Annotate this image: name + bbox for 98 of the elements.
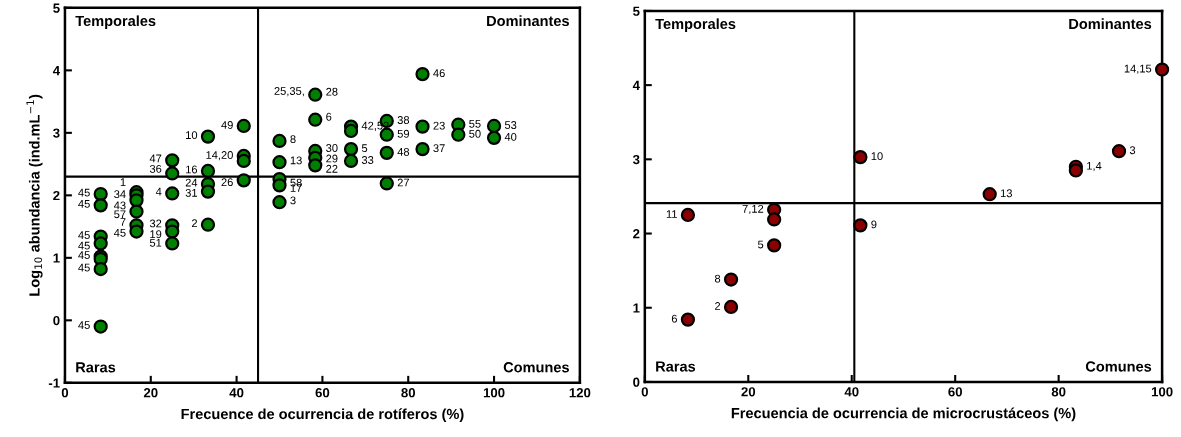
annotation: 45 [78, 188, 90, 197]
x-tick-label: 100 [1151, 387, 1173, 397]
annotation: 53 [504, 121, 517, 129]
annotation: 2 [191, 219, 197, 228]
annotation: 4 [155, 187, 162, 196]
annotation: 45 [78, 200, 90, 208]
annotation: 10 [871, 152, 883, 161]
annotation: 55 [469, 119, 481, 128]
annotation: 31 [185, 188, 198, 197]
x-tick-label: 40 [229, 388, 244, 398]
annotation: 57 [114, 210, 126, 219]
annotation: 19 [150, 230, 162, 239]
annotation: 43 [113, 201, 126, 210]
annotation: 34 [114, 190, 126, 199]
annotation: 28 [326, 87, 338, 96]
x-tick-label: 80 [1051, 387, 1066, 397]
x-tick-label: 120 [569, 388, 591, 398]
annotation: 1 [120, 178, 126, 186]
annotation: 32 [149, 219, 162, 228]
x-tick-label: 60 [315, 388, 330, 398]
annotation: 8 [714, 274, 721, 283]
annotation: 9 [871, 220, 877, 229]
x-tick-label: 0 [641, 387, 648, 397]
x-axis-title: Frecuencia de ocurrencia de microcrustáceos (%) [731, 407, 1076, 422]
annotation: 6 [326, 112, 332, 121]
annotation: 14,15 [1124, 64, 1152, 74]
annotation: 45 [113, 228, 126, 237]
annotation: 22 [326, 164, 338, 173]
annotation: 37 [433, 144, 445, 153]
annotation: 40 [504, 132, 517, 141]
annotation: 7 [120, 218, 126, 226]
annotation: 38 [397, 116, 410, 124]
annotation: 5 [361, 144, 368, 153]
annotation: Comunes [503, 362, 569, 373]
annotation: Raras [76, 362, 116, 373]
x-tick-label: 20 [741, 387, 756, 397]
y-tick-label: 2 [53, 190, 60, 201]
x-tick-label: 100 [483, 388, 505, 398]
annotation: 51 [149, 238, 162, 247]
annotation: 50 [469, 129, 481, 138]
y-tick-label: -1 [48, 378, 60, 388]
annotation: 11 [666, 210, 677, 218]
y-tick-label: 4 [52, 66, 61, 76]
annotation: 45 [78, 263, 90, 272]
annotation: Dominantes [1069, 18, 1152, 30]
annotation: 3 [290, 196, 296, 205]
y-axis-title: Log$_{10}$ abundancia (ind.mL$^{−1}$) [26, 94, 43, 296]
annotation: Temporales [655, 18, 736, 32]
annotation: 36 [149, 164, 162, 173]
annotation: 6 [671, 314, 678, 323]
x-axis-title: Frecuence de ocurrencia de rotíferos (%) [181, 408, 464, 423]
annotation: 26 [221, 178, 233, 187]
y-tick-label: 5 [53, 3, 60, 13]
y-tick-label: 0 [53, 315, 60, 326]
annotation: 49 [221, 121, 233, 129]
annotation: 45 [78, 241, 90, 250]
y-tick-label: 4 [632, 80, 640, 90]
annotation: Raras [656, 361, 696, 372]
annotation: 14,20 [206, 151, 233, 161]
annotation: 23 [433, 121, 445, 130]
annotation: 33 [361, 156, 374, 164]
annotation: 29 [326, 154, 338, 163]
x-tick-label: 20 [143, 388, 158, 398]
annotation: 46 [433, 69, 445, 78]
annotation: 59 [397, 129, 410, 138]
annotation: 1,4 [1087, 161, 1102, 172]
annotation: 3 [1129, 146, 1136, 155]
annotation: 27 [397, 178, 409, 187]
annotation: 45 [78, 251, 90, 260]
annotation: 45 [78, 321, 90, 330]
x-tick-label: 80 [401, 388, 416, 398]
x-tick-label: 0 [61, 388, 69, 398]
annotation: 13 [290, 156, 302, 165]
y-tick-label: 3 [632, 154, 640, 165]
annotation: 30 [326, 144, 338, 152]
annotation: 48 [397, 147, 410, 156]
annotation: 2 [715, 302, 721, 310]
annotation: Temporales [75, 15, 156, 29]
y-tick-label: 2 [633, 229, 640, 239]
y-tick-label: 5 [633, 6, 640, 16]
annotation: 24 [185, 178, 198, 187]
y-tick-label: 1 [633, 303, 640, 313]
annotation: 25,35, [274, 87, 304, 97]
annotation: 16 [186, 165, 198, 174]
annotation: Dominantes [487, 15, 569, 27]
annotation: 45 [78, 231, 90, 240]
y-tick-label: 3 [53, 128, 60, 138]
y-tick-label: 0 [633, 377, 640, 387]
annotation: 47 [149, 154, 162, 163]
y-tick-label: 1 [53, 253, 60, 263]
annotation: 7,12 [742, 204, 764, 215]
annotation: 13 [1000, 189, 1012, 198]
annotation: Comunes [1085, 361, 1152, 372]
annotation: 5 [757, 240, 764, 249]
annotation: 10 [186, 131, 198, 140]
x-tick-label: 60 [948, 387, 962, 397]
x-tick-label: 40 [844, 387, 859, 397]
annotation: 8 [290, 135, 296, 144]
